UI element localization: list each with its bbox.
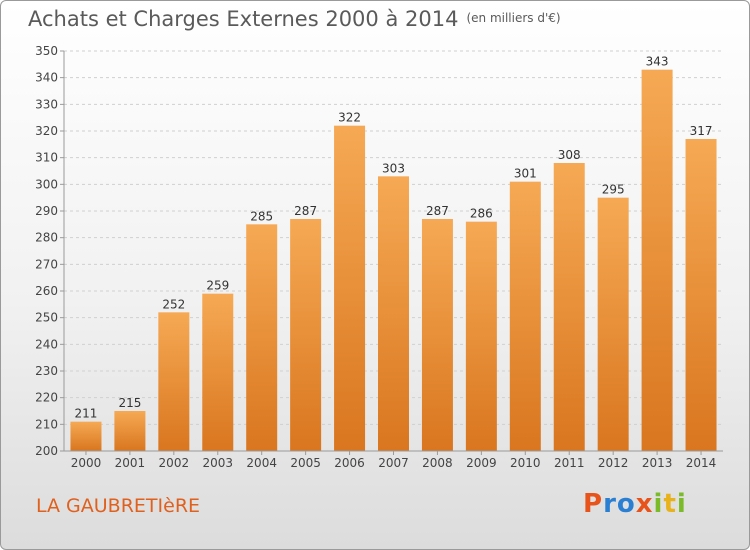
y-tick-label: 290 (35, 204, 58, 218)
x-tick-label-2005: 2005 (290, 456, 321, 470)
bar-2007 (378, 176, 409, 452)
y-tick-label: 300 (35, 177, 58, 191)
y-tick-label: 340 (35, 71, 58, 85)
x-tick-label-2013: 2013 (642, 456, 673, 470)
y-tick-label: 220 (35, 391, 58, 405)
y-tick-label: 310 (35, 151, 58, 165)
value-label-2001: 215 (118, 396, 141, 410)
value-label-2012: 295 (602, 183, 625, 197)
value-label-2004: 285 (250, 209, 273, 223)
y-tick-label: 270 (35, 257, 58, 271)
bar-2010 (509, 181, 541, 451)
value-label-2011: 308 (558, 148, 581, 162)
bar-2003 (202, 293, 234, 451)
chart-unit: (en milliers d'€) (466, 11, 561, 25)
town-name: LA GAUBRETIèRE (36, 495, 201, 517)
bar-2014 (685, 139, 717, 451)
value-label-2003: 259 (206, 279, 229, 293)
x-tick-label-2007: 2007 (378, 456, 409, 470)
x-tick-label-2008: 2008 (422, 456, 453, 470)
y-tick-label: 280 (35, 231, 58, 245)
y-tick-label: 350 (35, 44, 58, 58)
bar-2013 (641, 69, 673, 452)
x-tick-label-2010: 2010 (510, 456, 541, 470)
bar-2004 (246, 224, 278, 451)
y-tick-label: 240 (35, 337, 58, 351)
y-tick-label: 260 (35, 284, 58, 298)
x-tick-label-2006: 2006 (334, 456, 365, 470)
bar-2006 (334, 125, 366, 452)
x-tick-label-2009: 2009 (466, 456, 497, 470)
value-label-2013: 343 (646, 55, 669, 69)
value-label-2007: 303 (382, 161, 405, 175)
chart-title: Achats et Charges Externes 2000 à 2014 (e… (28, 7, 561, 31)
bar-2008 (421, 219, 453, 451)
x-tick-label-2011: 2011 (554, 456, 585, 470)
y-tick-label: 200 (35, 444, 58, 458)
bar-2012 (597, 197, 629, 451)
bar-2002 (158, 312, 190, 451)
y-tick-label: 230 (35, 364, 58, 378)
chart-title-text: Achats et Charges Externes 2000 à 2014 (28, 7, 459, 31)
x-tick-label-2001: 2001 (115, 456, 146, 470)
y-tick-label: 250 (35, 311, 58, 325)
value-label-2002: 252 (162, 297, 185, 311)
bar-2009 (465, 221, 497, 451)
value-label-2009: 286 (470, 207, 493, 221)
x-tick-label-2014: 2014 (686, 456, 717, 470)
bar-2001 (114, 411, 146, 451)
bar-2000 (70, 421, 102, 451)
bar-2005 (290, 219, 322, 451)
value-label-2008: 287 (426, 204, 449, 218)
value-label-2010: 301 (514, 167, 537, 181)
y-tick-label: 210 (35, 417, 58, 431)
x-tick-label-2002: 2002 (159, 456, 190, 470)
y-tick-label: 330 (35, 97, 58, 111)
x-tick-label-2000: 2000 (71, 456, 102, 470)
x-tick-label-2012: 2012 (598, 456, 629, 470)
bar-2011 (553, 163, 585, 451)
y-tick-label: 320 (35, 124, 58, 138)
proxiti-logo: Proxiti (583, 489, 687, 519)
value-label-2005: 287 (294, 204, 317, 218)
x-tick-label-2003: 2003 (202, 456, 233, 470)
value-label-2014: 317 (690, 124, 713, 138)
x-tick-label-2004: 2004 (246, 456, 277, 470)
value-label-2000: 211 (75, 407, 98, 421)
value-label-2006: 322 (338, 111, 361, 125)
